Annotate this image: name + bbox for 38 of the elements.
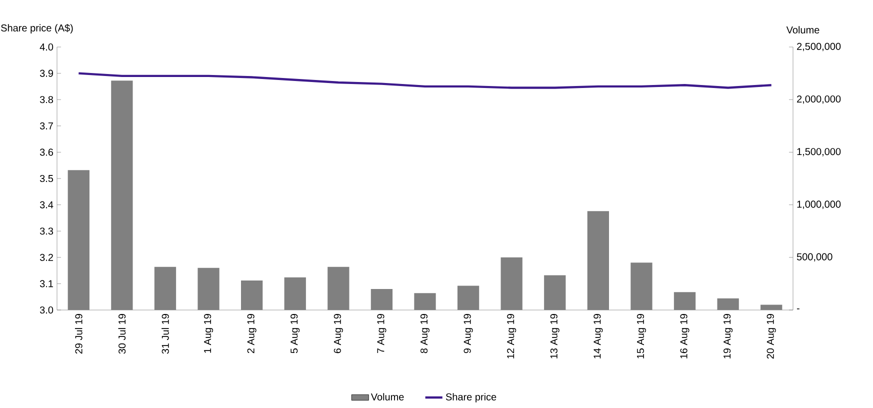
x-tick-label: 7 Aug 19 [377, 314, 386, 354]
y2-tick-label: 1,500,000 [797, 148, 841, 156]
y2-tick-label: - [796, 308, 800, 310]
x-tick-label: 12 Aug 19 [507, 314, 516, 358]
x-tick-label: 2 Aug 19 [247, 314, 256, 354]
y-tick-label: 3.9 [40, 70, 54, 77]
x-tick-label: 20 Aug 19 [766, 314, 776, 359]
y-tick-label: 3.2 [40, 254, 53, 261]
y2-tick-label: 2,500,000 [797, 42, 841, 52]
x-tick-label: 15 Aug 19 [636, 314, 646, 358]
x-tick-label: 30 Jul 19 [118, 314, 126, 354]
y2-tick-label: 500,000 [796, 253, 832, 262]
x-tick-label: 8 Aug 19 [420, 314, 430, 354]
x-tick-label: 19 Aug 19 [724, 314, 733, 358]
legend-label: Volume [370, 393, 404, 400]
legend-label: Share price [446, 393, 496, 402]
x-tick-label: 14 Aug 19 [594, 314, 603, 358]
y-axis-title: Share price (A$) [1, 24, 73, 34]
y-tick-label: 3.7 [40, 122, 53, 130]
x-tick-label: 1 Aug 19 [204, 314, 214, 353]
y-tick-label: 3.4 [40, 201, 54, 208]
y2-axis-title: Volume [786, 26, 820, 34]
x-tick-label: 16 Aug 19 [680, 314, 690, 358]
y-tick-label: 4.0 [40, 43, 54, 51]
x-tick-label: 29 Jul 19 [74, 314, 82, 354]
y-tick-label: 3.3 [40, 228, 54, 235]
y-tick-label: 3.8 [40, 96, 54, 104]
y2-tick-label: 1,000,000 [797, 200, 841, 209]
y-tick-label: 3.1 [40, 280, 53, 288]
x-tick-label: 9 Aug 19 [464, 314, 473, 354]
y-tick-label: 3.0 [40, 306, 54, 314]
x-tick-label: 6 Aug 19 [334, 314, 343, 354]
y-tick-label: 3.5 [40, 174, 54, 182]
x-tick-label: 13 Aug 19 [550, 314, 560, 358]
x-tick-label: 31 Jul 19 [162, 314, 169, 354]
y2-tick-label: 2,000,000 [797, 95, 841, 104]
x-tick-label: 5 Aug 19 [290, 314, 300, 354]
y-tick-label: 3.6 [40, 148, 54, 156]
